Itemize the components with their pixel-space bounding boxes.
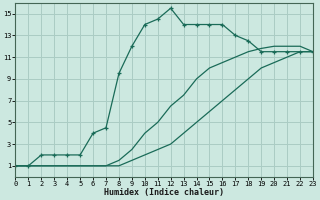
X-axis label: Humidex (Indice chaleur): Humidex (Indice chaleur) — [104, 188, 224, 197]
